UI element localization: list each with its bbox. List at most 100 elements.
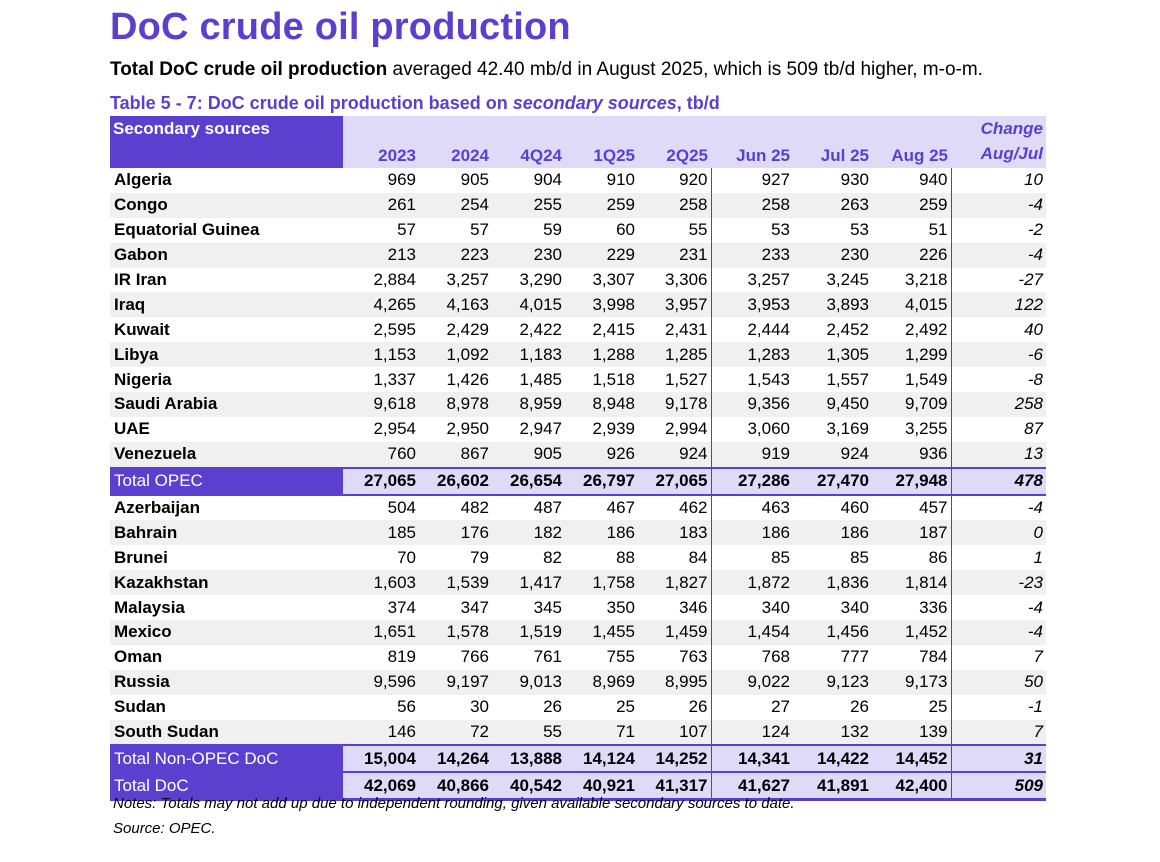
change-value: 40: [1024, 319, 1043, 339]
cell-value: 132: [793, 719, 872, 746]
cell-value: 26,602: [419, 466, 492, 496]
cell-value: 26: [638, 694, 712, 720]
cell-value: 185: [343, 520, 419, 546]
cell-value: 1,459: [638, 620, 712, 645]
cell-value: 55: [638, 217, 712, 243]
cell-value: 231: [638, 242, 712, 268]
row-label: Bahrain: [110, 520, 343, 546]
cell-value: 14,341: [711, 744, 793, 774]
cell-value: 1,872: [711, 570, 793, 596]
cell-value: 1,827: [638, 570, 712, 596]
cell-value: 1,485: [519, 369, 562, 389]
cell-value: 233: [711, 242, 793, 268]
cell-value: 1,578: [419, 620, 492, 645]
column-header: Aug 25: [872, 116, 951, 168]
cell-value: 8,959: [492, 392, 565, 417]
cell-value: 9,022: [711, 669, 793, 695]
cell-value: 2,422: [519, 319, 562, 339]
cell-value: 3,998: [565, 292, 638, 318]
cell-value: 504: [387, 498, 416, 518]
cell-value: 374: [387, 597, 416, 617]
cell-value: 9,356: [711, 392, 793, 417]
cell-value: 457: [872, 494, 952, 521]
cell-value: 146: [343, 719, 419, 746]
cell-value: 53: [771, 220, 790, 240]
cell-value: 340: [840, 597, 869, 617]
cell-value: 1,518: [592, 369, 635, 389]
column-header: 2024: [419, 116, 492, 168]
cell-value: 26: [543, 697, 562, 717]
cell-value: 2,939: [592, 419, 635, 439]
cell-value: 347: [460, 597, 489, 617]
change-value: -4: [951, 620, 1046, 645]
caption-suffix: , tb/d: [676, 93, 720, 113]
cell-value: 59: [543, 220, 562, 240]
cell-value: 9,618: [343, 392, 419, 417]
row-label: Venezuela: [110, 441, 343, 468]
cell-value: 1,305: [793, 342, 872, 368]
total-row-doc: Total DoC 42,069 40,866 40,542 40,921 41,317 4…: [110, 772, 1046, 802]
row-label: Gabon: [110, 242, 343, 268]
cell-value: 56: [397, 697, 416, 717]
table-row: Venezuela 760 867 905 926 924 919 924 936 13: [110, 441, 1046, 468]
cell-value: 3,218: [872, 267, 952, 293]
row-label: Iraq: [110, 292, 343, 318]
cell-value: 1,557: [826, 369, 869, 389]
cell-value: 259: [565, 192, 638, 218]
cell-value: 3,307: [592, 270, 635, 289]
cell-value: 30: [470, 697, 489, 717]
cell-value: 2,492: [872, 317, 952, 343]
change-value: -27: [1018, 270, 1043, 289]
summary-text: Total DoC crude oil production averaged …: [110, 59, 983, 81]
cell-value: 969: [387, 170, 416, 190]
row-label: Total Non-OPEC DoC: [110, 744, 343, 774]
cell-value: 3,290: [519, 270, 562, 289]
change-value: -2: [1027, 220, 1043, 240]
cell-value: 124: [711, 719, 793, 746]
cell-value: 3,245: [826, 270, 869, 289]
cell-value: 3,169: [826, 419, 869, 439]
cell-value: 819: [387, 647, 416, 667]
cell-value: 13,888: [492, 744, 565, 774]
table-row: Equatorial Guinea 57 57 59 60 55 53 53 51 -2: [110, 217, 1046, 243]
row-label: Total OPEC: [110, 466, 343, 496]
cell-value: 2,444: [747, 319, 790, 339]
cell-value: 9,173: [872, 669, 952, 695]
cell-value: 41,891: [793, 772, 872, 802]
cell-value: 84: [638, 545, 712, 571]
column-header: 2023: [343, 116, 419, 168]
cell-value: 229: [565, 242, 638, 268]
cell-value: 768: [761, 647, 790, 667]
cell-value: 187: [872, 520, 952, 546]
table-caption: Table 5 - 7: DoC crude oil production ba…: [110, 93, 720, 114]
cell-value: 213: [343, 242, 419, 268]
cell-value: 1,417: [492, 570, 565, 596]
table-row: Kazakhstan 1,603 1,539 1,417 1,758 1,827 1,872…: [110, 570, 1046, 596]
cell-value: 14,252: [638, 744, 712, 774]
row-label: Russia: [110, 669, 343, 695]
change-header: Change Aug/Jul: [951, 116, 1046, 168]
table-row: Congo 261 254 255 259 258 258 263 259 -4: [110, 192, 1046, 218]
cell-value: 1,543: [747, 369, 790, 389]
change-value: -4: [951, 242, 1046, 268]
page-title: DoC crude oil production: [110, 6, 571, 48]
cell-value: 57: [397, 220, 416, 240]
row-label: Brunei: [114, 547, 168, 567]
cell-value: 761: [533, 647, 562, 667]
cell-value: 9,013: [492, 669, 565, 695]
cell-value: 107: [638, 719, 712, 746]
change-value: 31: [951, 744, 1046, 774]
cell-value: 1,454: [711, 620, 793, 645]
change-value: 509: [951, 772, 1046, 802]
cell-value: 27,948: [872, 466, 952, 496]
table-row: Bahrain 185 176 182 186 183 186 186 187 0: [110, 520, 1046, 546]
cell-value: 482: [460, 498, 489, 518]
cell-value: 27,065: [638, 466, 712, 496]
table-row: Saudi Arabia 9,618 8,978 8,959 8,948 9,178 9,3…: [110, 392, 1046, 417]
cell-value: 4,265: [343, 292, 419, 318]
cell-value: 85: [771, 547, 790, 567]
cell-value: 936: [872, 441, 952, 468]
change-value: -4: [1027, 597, 1043, 617]
cell-value: 3,257: [747, 270, 790, 289]
cell-value: 40,921: [565, 772, 638, 802]
